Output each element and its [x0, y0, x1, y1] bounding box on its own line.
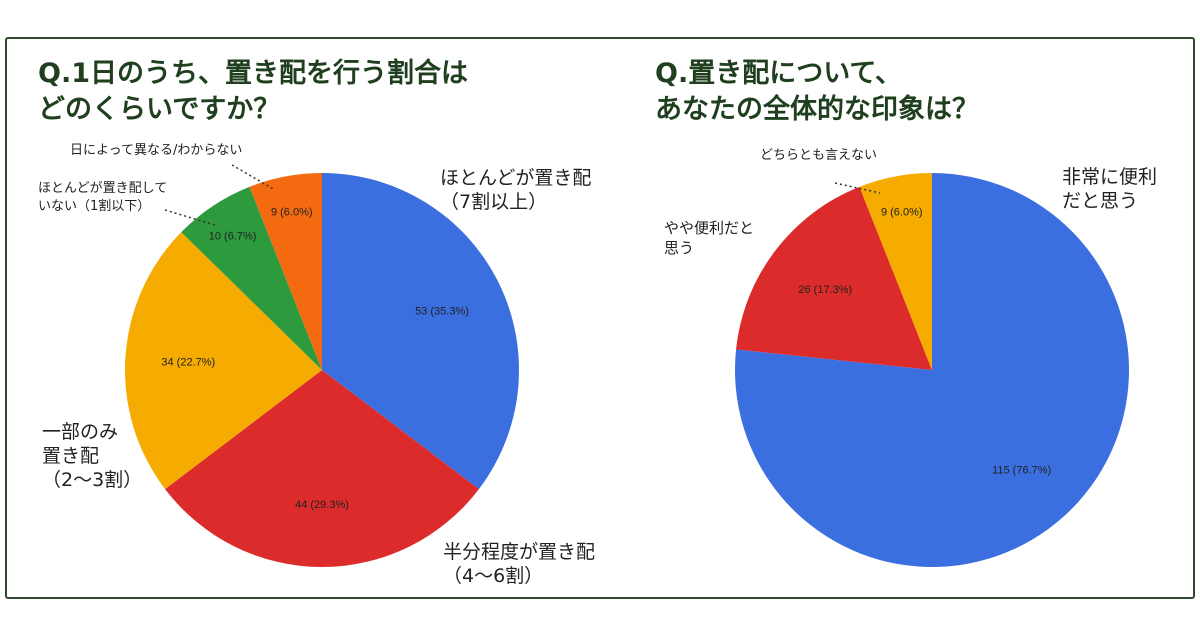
- chart1-slice-1: [165, 370, 479, 567]
- chart1-slice-3: [181, 186, 322, 370]
- chart1-title: Q.1日のうち、置き配を行う割合は どのくらいですか？: [38, 58, 468, 125]
- chart1-data-label-1: 44 (29.3%): [295, 499, 349, 511]
- leader-line-1: [164, 209, 216, 226]
- chart1-label-varies: 日によって異なる/わからない: [70, 143, 243, 158]
- chart-frame: [5, 37, 1195, 599]
- chart1-label-most: ほとんどが置き配 （7割以上）: [440, 167, 592, 213]
- chart1-slice-2: [124, 232, 322, 490]
- chart1-slice-4: [249, 173, 322, 370]
- chart2-slice-2: [859, 173, 932, 370]
- chart1-label-none: ほとんどが置き配して いない（1割以下）: [38, 181, 168, 214]
- chart1-slice-0: [322, 173, 519, 490]
- chart1-data-label-4: 9 (6.0%): [271, 206, 313, 218]
- chart1-data-label-2: 34 (22.7%): [161, 357, 215, 369]
- chart2-slice-1: [736, 186, 932, 370]
- chart1-data-label-3: 10 (6.7%): [209, 230, 257, 242]
- chart1-data-label-0: 53 (35.3%): [415, 305, 469, 317]
- chart2-label-somewhat: やや便利だと 思う: [664, 219, 755, 257]
- chart2-slice-0: [734, 173, 1129, 568]
- leader-line-0: [231, 164, 276, 191]
- chart2-title: Q.置き配について、 あなたの全体的な印象は？: [655, 58, 979, 125]
- chart1-label-half: 半分程度が置き配 （4〜6割）: [443, 541, 596, 587]
- chart2-data-label-0: 115 (76.7%): [992, 465, 1051, 477]
- chart2-data-label-1: 26 (17.3%): [798, 284, 852, 296]
- chart1-label-partial: 一部のみ 置き配 （2〜3割）: [42, 421, 143, 491]
- chart2-data-label-2: 9 (6.0%): [881, 206, 923, 218]
- chart2-label-neutral: どちらとも言えない: [760, 148, 878, 163]
- chart2-label-very: 非常に便利 だと思う: [1062, 166, 1158, 212]
